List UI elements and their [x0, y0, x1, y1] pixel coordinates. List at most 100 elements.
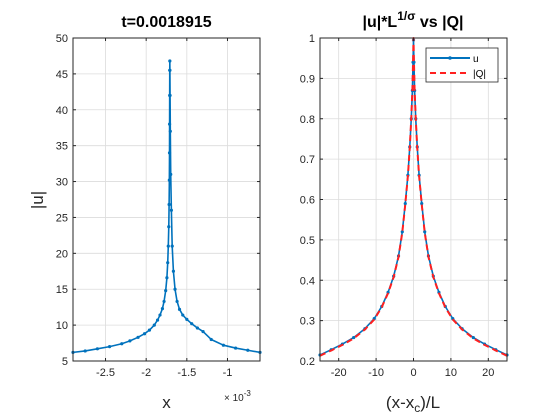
data-point	[147, 328, 152, 332]
y-tick-label: 0.6	[300, 195, 315, 207]
x-tick-label: 10	[445, 367, 457, 379]
data-point	[400, 230, 404, 234]
data-point	[190, 322, 194, 326]
left-x-exponent: × 10-3	[224, 389, 251, 404]
data-point	[166, 261, 170, 265]
data-point	[142, 332, 147, 336]
data-point	[167, 178, 171, 182]
data-point	[173, 287, 177, 291]
x-tick-label: -20	[331, 367, 347, 379]
y-tick-label: 0.8	[300, 114, 315, 126]
data-point	[169, 172, 173, 176]
right-title-main: |u|*L	[362, 14, 397, 31]
data-point	[162, 299, 166, 304]
data-point	[158, 313, 162, 317]
y-tick-label: 50	[56, 33, 68, 45]
data-point	[167, 122, 172, 126]
data-point	[412, 60, 416, 64]
x-tick-label: 0	[410, 367, 416, 379]
x-tick-label: -10	[368, 367, 384, 379]
right-panel: -20 -10 0 10 20 0.2 0.3 0.4 0.5 0.6 0.7 0.8 0.9 1 |u|…	[300, 9, 509, 415]
y-tick-label: 40	[56, 105, 68, 117]
series-line-u	[72, 60, 261, 354]
data-point	[166, 244, 170, 248]
data-point	[167, 202, 171, 207]
data-point	[165, 276, 169, 280]
x-tick-label: 20	[482, 367, 494, 379]
x-tick-label: -2	[141, 367, 151, 379]
data-point	[209, 337, 213, 342]
data-point	[175, 299, 179, 304]
data-point	[155, 318, 160, 322]
left-x-exponent-power: -3	[244, 389, 252, 398]
right-xlabel-sub: c	[414, 401, 420, 415]
data-point	[170, 244, 174, 248]
data-point	[177, 307, 182, 311]
data-point	[128, 339, 132, 343]
left-ticks: -2.5 -2 -1.5 -1 5 10 15 20 25 30 35 40 45 50	[56, 33, 260, 379]
left-series	[71, 59, 262, 354]
data-point	[185, 317, 189, 321]
data-point	[168, 129, 172, 133]
right-legend: u |Q|	[425, 47, 499, 83]
data-point	[167, 225, 171, 229]
y-tick-label: 15	[56, 284, 68, 296]
right-xlabel-main: (x-x	[386, 393, 415, 412]
x-tick-label: -1	[223, 367, 233, 379]
legend-label-u: u	[473, 54, 479, 65]
y-tick-label: 30	[56, 177, 68, 189]
legend-swatch-u-marker	[448, 56, 452, 60]
data-point	[420, 201, 424, 206]
left-axes-box	[72, 37, 261, 362]
data-point	[168, 93, 172, 98]
data-point	[168, 59, 172, 63]
y-tick-label: 10	[56, 320, 68, 332]
right-xlabel: (x-xc)/L	[386, 393, 440, 415]
data-point	[107, 345, 112, 349]
data-point	[120, 342, 124, 346]
left-xlabel: x	[162, 393, 171, 412]
y-tick-label: 5	[62, 356, 68, 368]
data-point	[181, 313, 185, 317]
data-point	[136, 335, 140, 339]
data-point	[195, 326, 199, 330]
data-point	[221, 343, 226, 347]
y-tick-label: 0.2	[300, 356, 315, 368]
data-point	[160, 307, 165, 311]
data-point	[423, 230, 427, 234]
data-point	[234, 346, 238, 350]
data-point	[169, 208, 173, 212]
y-tick-label: 0.7	[300, 154, 315, 166]
right-title-tail: vs |Q|	[415, 14, 463, 31]
y-tick-label: 45	[56, 69, 68, 81]
data-point	[246, 348, 250, 352]
y-tick-label: 35	[56, 141, 68, 153]
right-title: |u|*L1/σ vs |Q|	[362, 9, 463, 31]
y-tick-label: 1	[309, 33, 315, 45]
data-point	[168, 68, 172, 72]
right-xlabel-tail: )/L	[420, 393, 440, 412]
y-tick-label: 0.9	[300, 73, 315, 85]
y-tick-label: 25	[56, 212, 68, 224]
legend-box	[425, 47, 499, 83]
right-grid	[320, 37, 507, 362]
right-title-sup: 1/σ	[397, 9, 415, 23]
right-ticks: -20 -10 0 10 20 0.2 0.3 0.4 0.5 0.6 0.7 0.8 0.9 1	[300, 33, 507, 379]
legend-label-q: |Q|	[473, 69, 486, 80]
left-panel: -2.5 -2 -1.5 -1 5 10 15 20 25 30 35 40 45 50 t=0.0018…	[28, 14, 262, 412]
y-tick-label: 0.5	[300, 235, 315, 247]
left-plot-area	[73, 38, 260, 361]
data-point	[95, 347, 99, 351]
y-tick-label: 20	[56, 248, 68, 260]
data-point	[201, 329, 205, 334]
left-title: t=0.0018915	[121, 14, 211, 31]
data-point	[352, 335, 356, 340]
y-tick-label: 0.3	[300, 316, 315, 328]
data-point	[152, 323, 156, 327]
data-point	[164, 289, 168, 293]
left-ylabel: |u|	[28, 191, 47, 209]
x-tick-label: -1.5	[177, 367, 196, 379]
left-x-exponent-base: × 10	[224, 393, 244, 404]
data-point	[471, 335, 475, 340]
